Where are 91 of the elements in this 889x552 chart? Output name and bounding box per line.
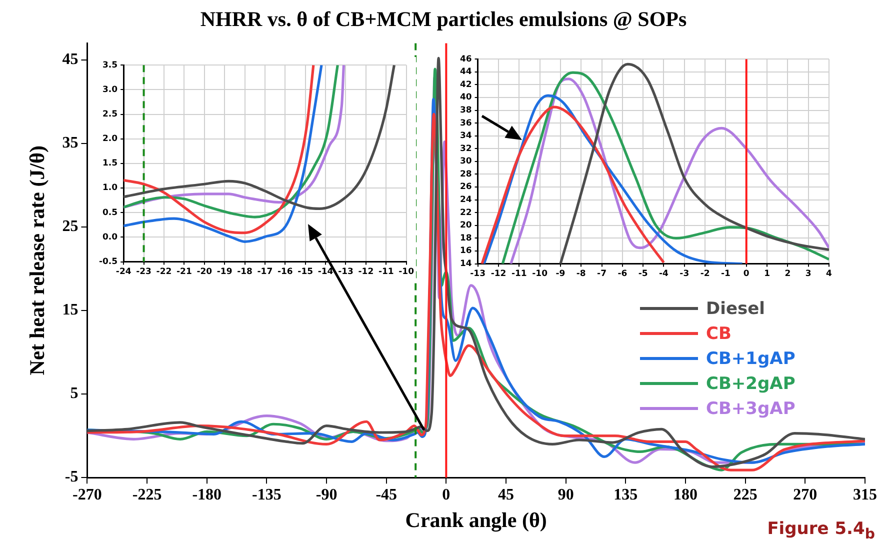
y-tick-label: 38 (460, 105, 472, 116)
line-series (124, 65, 396, 210)
x-tick-label: -18 (237, 267, 253, 278)
x-tick-label: 270 (793, 486, 818, 504)
y-tick-label: 5 (70, 385, 78, 402)
x-tick-label: -17 (257, 267, 273, 278)
legend-label: Diesel (706, 298, 765, 318)
x-tick-label: 90 (558, 486, 574, 504)
y-tick-label: 1.5 (102, 158, 118, 169)
x-tick-label: -11 (511, 269, 527, 280)
chart-title: NHRR vs. θ of CB+MCM particles emulsions @ SOPs (200, 7, 687, 32)
y-tick-label: 45 (62, 51, 78, 68)
x-tick-label: -13 (470, 269, 486, 280)
caption: Figure 5.4$_{b}$ (767, 518, 875, 542)
y-tick-label: 25 (62, 218, 78, 236)
y-axis-title: Net heat release rate (J/θ) (25, 145, 50, 376)
legend-label: CB+3gAP (706, 398, 796, 418)
x-tick-label: 1 (764, 269, 770, 280)
y-tick-label: 28 (460, 169, 472, 180)
y-tick-label: 30 (460, 156, 472, 167)
x-tick-label: -10 (532, 269, 548, 280)
y-tick-label: 3.0 (102, 84, 118, 95)
y-tick-label: -0.5 (98, 257, 118, 268)
x-tick-label: -24 (116, 267, 132, 278)
x-tick-label: 3 (805, 269, 812, 280)
x-tick-label: 315 (853, 486, 877, 504)
x-tick-label: -14 (318, 267, 334, 278)
y-tick-label: 0.0 (102, 232, 118, 242)
y-tick-label: 0.5 (102, 208, 118, 218)
y-tick-label: -5 (64, 468, 78, 486)
x-tick-label: -225 (132, 486, 162, 504)
y-tick-label: 1.0 (102, 183, 118, 194)
x-tick-label: 45 (498, 486, 514, 504)
y-tick-label: 2.0 (102, 134, 118, 144)
x-tick-label: 0 (743, 269, 750, 280)
y-tick-label: 26 (460, 182, 472, 192)
x-tick-label: -13 (338, 267, 354, 278)
x-tick-label: -22 (156, 267, 172, 278)
x-tick-label: -270 (72, 486, 102, 504)
x-tick-label: -6 (618, 269, 628, 280)
y-tick-label: 36 (460, 118, 472, 128)
x-tick-label: 180 (674, 486, 698, 504)
x-tick-label: -4 (659, 269, 669, 280)
x-tick-label: 135 (614, 486, 638, 504)
line-series (480, 106, 666, 264)
y-tick-label: 34 (460, 131, 472, 142)
x-tick-label: -135 (252, 486, 282, 504)
y-tick-label: 32 (460, 144, 472, 154)
y-tick-label: 22 (460, 208, 472, 218)
x-tick-label: -12 (490, 269, 506, 280)
legend-label: CB+1gAP (706, 348, 796, 368)
legend-label: CB+2gAP (706, 374, 796, 394)
x-tick-label: -1 (720, 269, 731, 280)
x-tick-label: -12 (358, 267, 374, 278)
y-tick-label: 18 (460, 233, 472, 244)
legend-label: CB (706, 324, 732, 344)
line-series (559, 62, 829, 264)
x-axis-title: Crank angle (θ) (405, 508, 547, 532)
y-tick-label: 14 (460, 259, 472, 270)
x-tick-label: -7 (597, 269, 607, 280)
y-tick-label: 20 (460, 220, 472, 231)
y-tick-label: 46 (460, 54, 472, 64)
x-tick-label: -45 (376, 486, 398, 504)
x-tick-label: -5 (638, 269, 648, 280)
y-tick-label: 44 (460, 67, 472, 78)
x-tick-label: -15 (298, 267, 314, 278)
x-tick-label: -11 (378, 267, 394, 278)
y-tick-label: 42 (460, 80, 472, 90)
y-tick-label: 16 (460, 246, 472, 256)
x-tick-label: -19 (216, 267, 232, 278)
x-tick-label: 0 (442, 486, 450, 504)
x-tick-label: -180 (192, 486, 222, 504)
x-tick-label: -16 (277, 267, 293, 278)
x-tick-label: -8 (576, 269, 586, 280)
x-tick-label: -2 (700, 269, 710, 280)
y-tick-label: 40 (460, 92, 472, 103)
y-tick-label: 35 (62, 134, 78, 152)
y-tick-label: 2.5 (102, 109, 118, 120)
x-tick-label: 2 (784, 269, 791, 280)
x-tick-label: -10 (398, 267, 414, 278)
x-tick-label: -3 (680, 269, 690, 280)
y-tick-label: 24 (460, 195, 472, 206)
x-tick-label: -21 (176, 267, 192, 278)
x-tick-label: -90 (316, 486, 338, 504)
x-tick-label: 4 (826, 269, 832, 280)
x-tick-label: -9 (556, 269, 566, 280)
x-tick-label: 225 (733, 486, 758, 504)
x-tick-label: -23 (136, 267, 152, 278)
x-tick-label: -20 (196, 267, 212, 278)
y-tick-label: 3.5 (102, 60, 118, 70)
y-tick-label: 15 (62, 302, 78, 319)
